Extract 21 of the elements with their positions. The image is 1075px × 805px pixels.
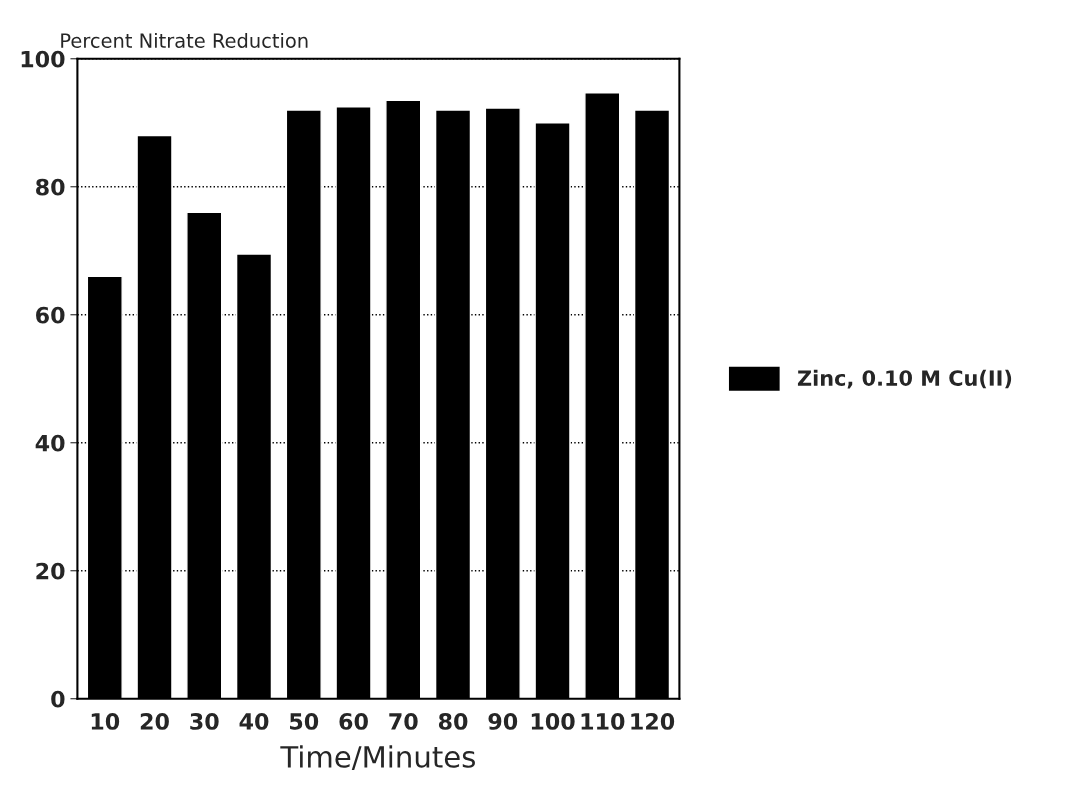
x-axis-title: Time/Minutes — [280, 745, 475, 771]
x-tick-label: 90 — [488, 713, 518, 730]
y-tick-label: 20 — [36, 562, 65, 580]
x-tick-label: 20 — [140, 713, 169, 730]
chart-title: Percent Nitrate Reduction — [61, 32, 308, 48]
x-tick-label: 10 — [91, 713, 120, 730]
legend-label: Zinc, 0.10 M Cu(II) — [797, 369, 1012, 389]
y-tick-label: 60 — [36, 306, 65, 324]
x-tick-label: 30 — [190, 713, 219, 730]
x-tick-label: 100 — [531, 713, 575, 730]
x-tick-label: 70 — [389, 713, 418, 730]
y-tick-label: 80 — [36, 178, 65, 196]
y-tick-label: 100 — [21, 50, 65, 68]
y-tick-label: 0 — [51, 690, 65, 708]
y-tick-label: 40 — [35, 434, 65, 452]
x-tick-label: 80 — [438, 713, 468, 730]
x-tick-label: 60 — [339, 713, 368, 730]
x-tick-label: 50 — [290, 713, 319, 730]
x-tick-label: 40 — [239, 713, 269, 730]
x-tick-label: 120 — [631, 713, 675, 730]
x-tick-label: 110 — [581, 713, 625, 730]
